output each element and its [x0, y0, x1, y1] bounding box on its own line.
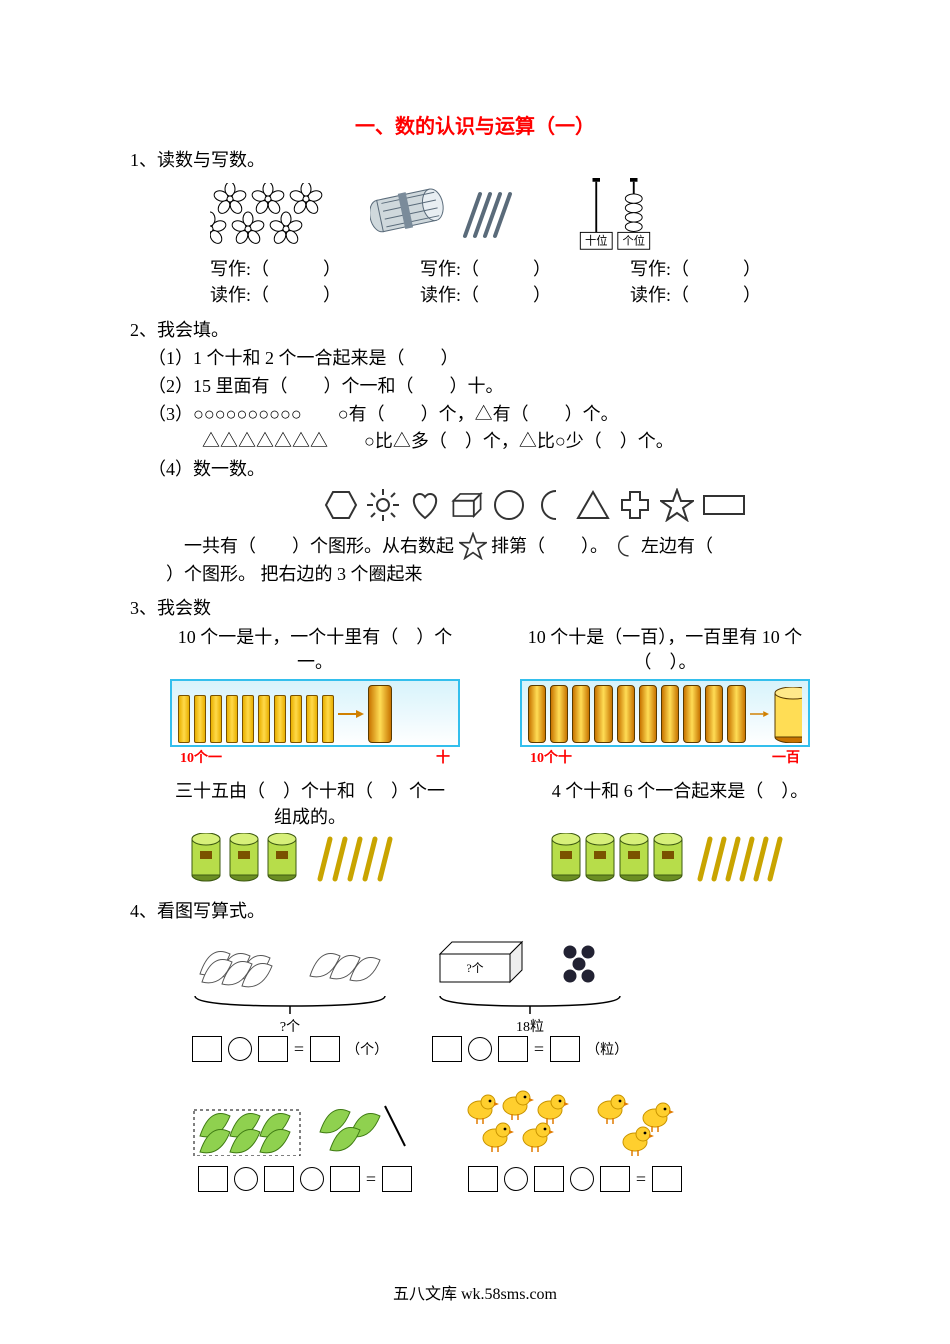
q3-left-bundles-icon — [190, 833, 430, 883]
rectangle-icon — [702, 488, 746, 522]
page-title: 一、数的认识与运算（一） — [130, 110, 820, 139]
q3-bottom-fig-row — [170, 833, 820, 888]
abacus-tens-label: 十位 — [585, 234, 608, 248]
q3-heading: 3、我会数 — [130, 595, 820, 623]
q3-right-bundles-icon — [550, 833, 810, 883]
q2-l3b: △△△△△△△ ○比△多（ ）个，△比○少（ ）个。 — [130, 428, 820, 456]
q4-eq3: = — [198, 1166, 412, 1192]
chicks-icon — [460, 1086, 690, 1156]
q1-heading: 1、读数与写数。 — [130, 147, 820, 175]
q2-l4: （4）数一数。 — [130, 456, 820, 484]
cuboid-icon — [450, 488, 484, 522]
cross-icon — [618, 488, 652, 522]
q2-desc-c: 左边有（ — [641, 536, 713, 556]
brace-icon — [190, 994, 390, 1016]
q1-read-1: 读作:（ ） — [210, 281, 380, 307]
brace-icon — [430, 994, 630, 1016]
q2-desc-a: 一共有（ ）个图形。从右数起 — [184, 536, 454, 556]
q4-eq4: = — [468, 1166, 682, 1192]
q4-box-block: ?个 18粒 = （粒） — [430, 934, 630, 1062]
q4-radish-block: ?个 = （个） — [190, 934, 390, 1062]
q3-right-bottom: 4 个十和 6 个一合起来是（ ）。 — [540, 777, 820, 829]
heart-icon — [408, 488, 442, 522]
q3-left-cap2: 十 — [436, 747, 450, 767]
q2-l1: （1）1 个十和 2 个一合起来是（ ） — [130, 345, 820, 373]
q3-left-top: 10 个一是十，一个十里有（ ）个一。 — [170, 625, 460, 675]
arrow-icon — [338, 709, 364, 719]
q2-shape-text: 一共有（ ）个图形。从右数起 排第（ ）。 左边有（ — [130, 532, 820, 561]
inline-star-icon — [459, 532, 487, 560]
q2-desc-d: ）个图形。 把右边的 3 个圈起来 — [130, 561, 820, 589]
star-icon — [660, 488, 694, 522]
q1-read-row: 读作:（ ） 读作:（ ） 读作:（ ） — [210, 281, 820, 307]
q3-right-cap2: 一百 — [772, 747, 800, 767]
hundred-bundle-icon — [773, 687, 802, 743]
hexagon-icon — [324, 488, 358, 522]
triangle-icon — [576, 488, 610, 522]
q3-left-box — [170, 679, 460, 747]
q3-right-box — [520, 679, 810, 747]
sun-icon — [366, 488, 400, 522]
q4-row2: = — [190, 1086, 820, 1192]
q2-desc-b: 排第（ ）。 — [491, 536, 608, 556]
flower-group-icon — [210, 183, 330, 249]
inline-moon-icon — [613, 532, 637, 560]
q1-flowers — [210, 181, 330, 251]
q1-sticks — [370, 181, 520, 251]
q4-qmark2: 18粒 — [516, 1016, 544, 1036]
moon-icon — [534, 488, 568, 522]
q1-figures-row: 十位 个位 — [210, 181, 820, 251]
q1-write-row: 写作:（ ） 写作:（ ） 写作:（ ） — [210, 255, 820, 281]
q1-write-3: 写作:（ ） — [630, 255, 800, 281]
abacus-ones-label: 个位 — [622, 234, 645, 248]
q4-peapods-block: = — [190, 1086, 420, 1192]
q4-qmark1: ?个 — [280, 1016, 300, 1036]
q2-l3a: （3）○○○○○○○○○○ ○有（ ）个，△有（ ）个。 — [130, 401, 820, 429]
peapods-icon — [190, 1086, 420, 1156]
q4-eq2: = （粒） — [432, 1036, 628, 1062]
sticks-icon — [370, 186, 520, 246]
q1-read-2: 读作:（ ） — [420, 281, 590, 307]
q1-abacus: 十位 个位 — [560, 181, 670, 251]
q1-write-1: 写作:（ ） — [210, 255, 380, 281]
q1-write-2: 写作:（ ） — [420, 255, 590, 281]
abacus-icon: 十位 个位 — [560, 178, 670, 253]
circle-icon — [492, 488, 526, 522]
page-footer: 五八文库 wk.58sms.com — [0, 1280, 950, 1304]
q4-row1: ?个 = （个） ?个 — [190, 934, 820, 1062]
q4-eq1: = （个） — [192, 1036, 388, 1062]
q4-heading: 4、看图写算式。 — [130, 898, 820, 926]
arrow-icon — [750, 709, 769, 719]
q4-unit-li: （粒） — [586, 1039, 628, 1059]
q1-read-3: 读作:（ ） — [630, 281, 800, 307]
q2-heading: 2、我会填。 — [130, 317, 820, 345]
q2-l2: （2）15 里面有（ ）个一和（ ）十。 — [130, 373, 820, 401]
q3-left-cap: 10个一 — [180, 747, 222, 767]
box-beans-icon: ?个 — [430, 934, 630, 994]
q3-right-top: 10 个十是（一百），一百里有 10 个（ ）。 — [520, 625, 810, 675]
q4-unit-ge-1: （个） — [346, 1039, 388, 1059]
radish-icon — [190, 934, 390, 994]
q3-left-bottom: 三十五由（ ）个十和（ ）个一组成的。 — [170, 777, 450, 829]
q4-chicks-block: = — [460, 1086, 690, 1192]
q3-bottom-text-row: 三十五由（ ）个十和（ ）个一组成的。 4 个十和 6 个一合起来是（ ）。 — [170, 777, 820, 829]
svg-text:?个: ?个 — [466, 961, 483, 975]
q3-right-cap: 10个十 — [530, 747, 572, 767]
q2-shapes-row — [250, 488, 820, 522]
q3-top-row: 10 个一是十，一个十里有（ ）个一。 10个一 十 10 个十是（一百），一百… — [170, 625, 820, 767]
